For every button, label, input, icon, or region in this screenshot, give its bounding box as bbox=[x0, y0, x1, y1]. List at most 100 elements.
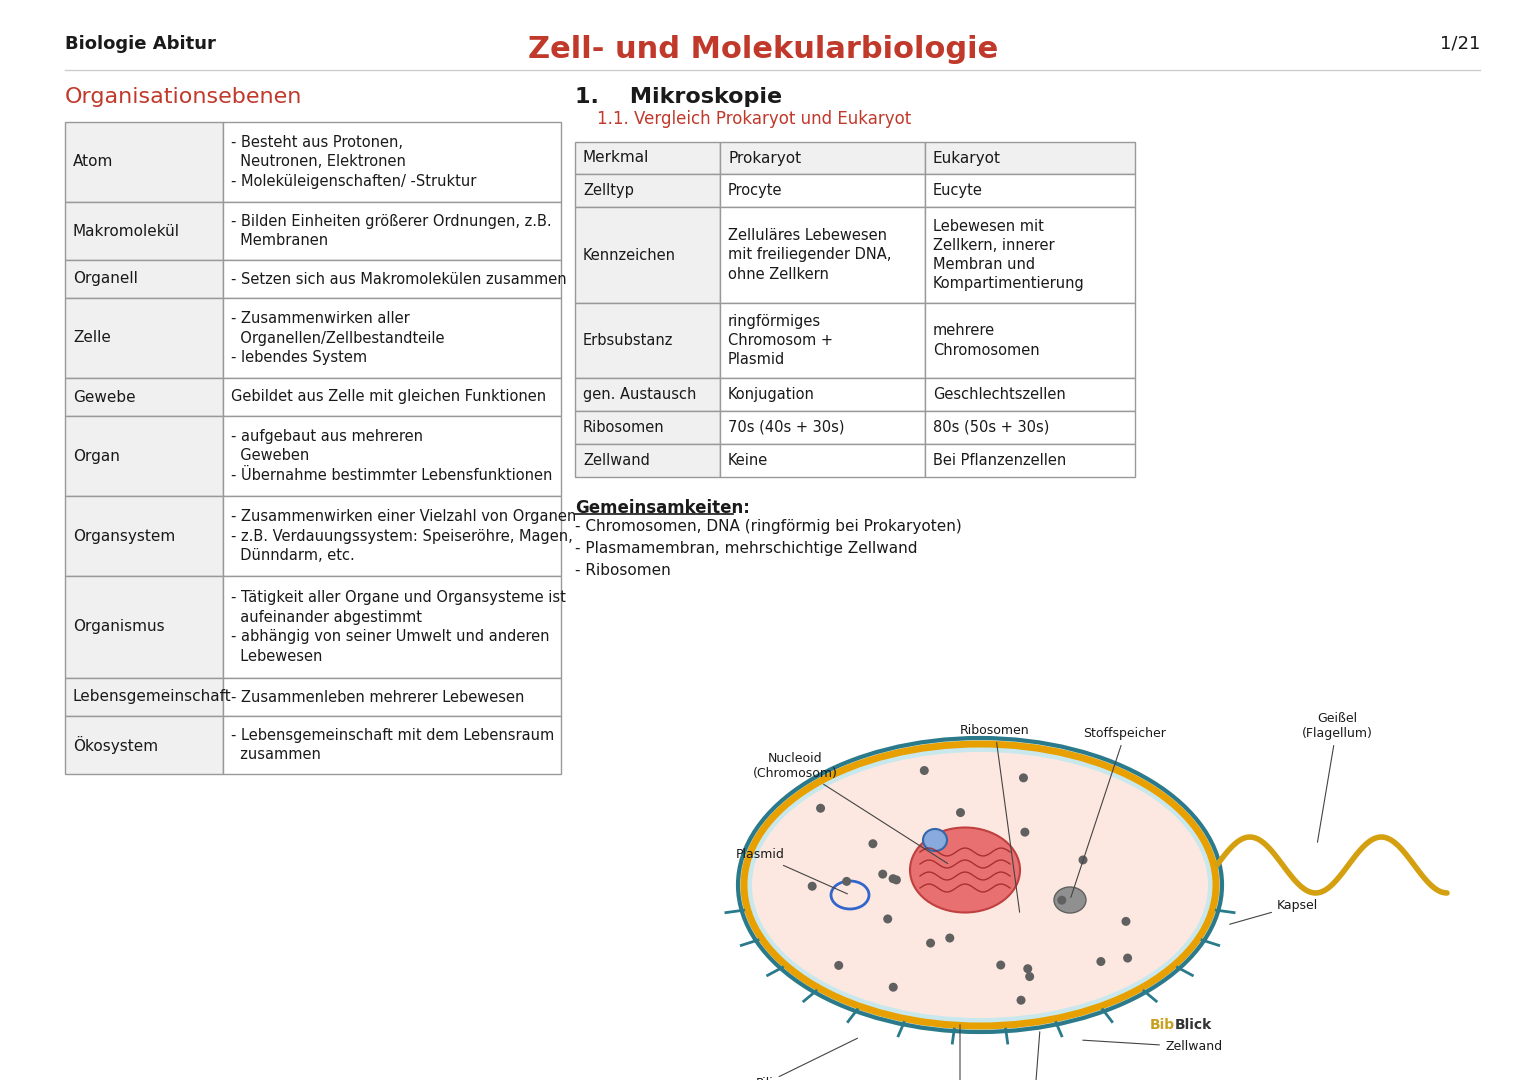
Ellipse shape bbox=[1023, 964, 1032, 973]
Text: Ribosomen: Ribosomen bbox=[583, 420, 664, 435]
Bar bbox=[576, 378, 721, 411]
Text: Ökosystem: Ökosystem bbox=[73, 735, 159, 754]
Bar bbox=[576, 411, 721, 444]
Text: - Lebensgemeinschaft mit dem Lebensraum
  zusammen: - Lebensgemeinschaft mit dem Lebensraum … bbox=[231, 728, 554, 762]
Ellipse shape bbox=[889, 983, 898, 991]
Text: Gemeinsamkeiten:: Gemeinsamkeiten: bbox=[576, 499, 750, 517]
Bar bbox=[223, 716, 560, 774]
Bar bbox=[925, 411, 1135, 444]
Text: Lebewesen mit
Zellkern, innerer
Membran und
Kompartimentierung: Lebewesen mit Zellkern, innerer Membran … bbox=[933, 218, 1084, 292]
Ellipse shape bbox=[878, 869, 887, 879]
Text: - Bilden Einheiten größerer Ordnungen, z.B.
  Membranen: - Bilden Einheiten größerer Ordnungen, z… bbox=[231, 214, 551, 248]
Text: ringförmiges
Chromosom +
Plasmid: ringförmiges Chromosom + Plasmid bbox=[728, 314, 834, 367]
Text: Bib: Bib bbox=[1150, 1018, 1174, 1032]
Text: Geschlechtszellen: Geschlechtszellen bbox=[933, 387, 1066, 402]
Bar bbox=[66, 378, 223, 416]
Bar bbox=[721, 303, 925, 378]
Text: - Ribosomen: - Ribosomen bbox=[576, 563, 670, 578]
Ellipse shape bbox=[1078, 855, 1087, 864]
Text: gen. Austausch: gen. Austausch bbox=[583, 387, 696, 402]
Bar bbox=[66, 576, 223, 678]
Bar bbox=[576, 303, 721, 378]
Text: Kapsel: Kapsel bbox=[1229, 899, 1318, 924]
Bar bbox=[66, 122, 223, 202]
Ellipse shape bbox=[922, 829, 947, 851]
Text: Geißel
(Flagellum): Geißel (Flagellum) bbox=[1301, 712, 1373, 842]
Ellipse shape bbox=[815, 804, 825, 813]
Text: - Zusammenwirken einer Vielzahl von Organen
- z.B. Verdauungssystem: Speiseröhre: - Zusammenwirken einer Vielzahl von Orga… bbox=[231, 509, 576, 564]
Text: Stoffspeicher: Stoffspeicher bbox=[1070, 727, 1167, 897]
Text: - Zusammenleben mehrerer Lebewesen: - Zusammenleben mehrerer Lebewesen bbox=[231, 689, 524, 704]
Ellipse shape bbox=[919, 766, 928, 775]
Bar bbox=[576, 444, 721, 477]
Bar bbox=[925, 444, 1135, 477]
Text: Organ: Organ bbox=[73, 448, 121, 463]
Text: - Besteht aus Protonen,
  Neutronen, Elektronen
- Moleküleigenschaften/ -Struktu: - Besteht aus Protonen, Neutronen, Elekt… bbox=[231, 135, 476, 189]
Bar bbox=[223, 496, 560, 576]
Bar bbox=[576, 174, 721, 207]
Ellipse shape bbox=[1020, 827, 1029, 837]
Bar bbox=[223, 260, 560, 298]
Bar bbox=[925, 378, 1135, 411]
Text: 1.    Mikroskopie: 1. Mikroskopie bbox=[576, 87, 782, 107]
Text: mehrere
Chromosomen: mehrere Chromosomen bbox=[933, 323, 1040, 357]
Bar bbox=[223, 202, 560, 260]
Ellipse shape bbox=[1019, 773, 1028, 782]
Text: Zelluläres Lebewesen
mit freiliegender DNA,
ohne Zellkern: Zelluläres Lebewesen mit freiliegender D… bbox=[728, 228, 892, 282]
Bar bbox=[223, 678, 560, 716]
Ellipse shape bbox=[925, 939, 935, 947]
Bar bbox=[66, 416, 223, 496]
Ellipse shape bbox=[1057, 895, 1066, 905]
Text: Prokaryot: Prokaryot bbox=[728, 150, 802, 165]
Bar bbox=[721, 174, 925, 207]
Ellipse shape bbox=[889, 874, 898, 883]
Text: Eucyte: Eucyte bbox=[933, 183, 983, 198]
Bar bbox=[721, 444, 925, 477]
Text: Konjugation: Konjugation bbox=[728, 387, 815, 402]
Text: Zellmembran: Zellmembran bbox=[993, 1031, 1077, 1080]
Text: Zellwand: Zellwand bbox=[1083, 1040, 1222, 1053]
Text: Ribosomen: Ribosomen bbox=[960, 724, 1029, 913]
Text: - Plasmamembran, mehrschichtige Zellwand: - Plasmamembran, mehrschichtige Zellwand bbox=[576, 541, 918, 556]
Bar bbox=[223, 122, 560, 202]
Bar bbox=[223, 298, 560, 378]
Ellipse shape bbox=[1025, 972, 1034, 981]
Text: Merkmal: Merkmal bbox=[583, 150, 649, 165]
Bar bbox=[925, 207, 1135, 303]
Text: 1.1. Vergleich Prokaryot und Eukaryot: 1.1. Vergleich Prokaryot und Eukaryot bbox=[597, 110, 912, 129]
Ellipse shape bbox=[738, 738, 1222, 1032]
Ellipse shape bbox=[892, 876, 901, 885]
Text: Procyte: Procyte bbox=[728, 183, 782, 198]
Bar bbox=[223, 416, 560, 496]
Bar bbox=[721, 207, 925, 303]
Bar bbox=[925, 303, 1135, 378]
Text: Makromolekül: Makromolekül bbox=[73, 224, 180, 239]
Bar bbox=[721, 411, 925, 444]
Bar bbox=[576, 207, 721, 303]
Bar bbox=[925, 174, 1135, 207]
Ellipse shape bbox=[751, 752, 1208, 1018]
Ellipse shape bbox=[883, 915, 892, 923]
Ellipse shape bbox=[996, 960, 1005, 970]
Text: Organell: Organell bbox=[73, 271, 137, 286]
Ellipse shape bbox=[1017, 996, 1026, 1004]
Ellipse shape bbox=[1054, 887, 1086, 913]
Text: Lebensgemeinschaft: Lebensgemeinschaft bbox=[73, 689, 232, 704]
Text: Pili: Pili bbox=[756, 1038, 858, 1080]
Text: Biologie Abitur: Biologie Abitur bbox=[66, 35, 215, 53]
Text: Nucleoid
(Chromosom): Nucleoid (Chromosom) bbox=[753, 752, 948, 864]
Bar bbox=[721, 141, 925, 174]
Bar bbox=[66, 298, 223, 378]
Bar bbox=[223, 576, 560, 678]
Text: Atom: Atom bbox=[73, 154, 113, 170]
Ellipse shape bbox=[869, 839, 878, 848]
Text: Erbsubstanz: Erbsubstanz bbox=[583, 333, 673, 348]
Text: Eukaryot: Eukaryot bbox=[933, 150, 1002, 165]
Bar bbox=[576, 141, 721, 174]
Text: 80s (50s + 30s): 80s (50s + 30s) bbox=[933, 420, 1049, 435]
Text: Zelltyp: Zelltyp bbox=[583, 183, 634, 198]
Text: Kennzeichen: Kennzeichen bbox=[583, 247, 676, 262]
Text: - Zusammenwirken aller
  Organellen/Zellbestandteile
- lebendes System: - Zusammenwirken aller Organellen/Zellbe… bbox=[231, 311, 444, 365]
Text: - Setzen sich aus Makromolekülen zusammen: - Setzen sich aus Makromolekülen zusamme… bbox=[231, 271, 567, 286]
Bar bbox=[66, 496, 223, 576]
